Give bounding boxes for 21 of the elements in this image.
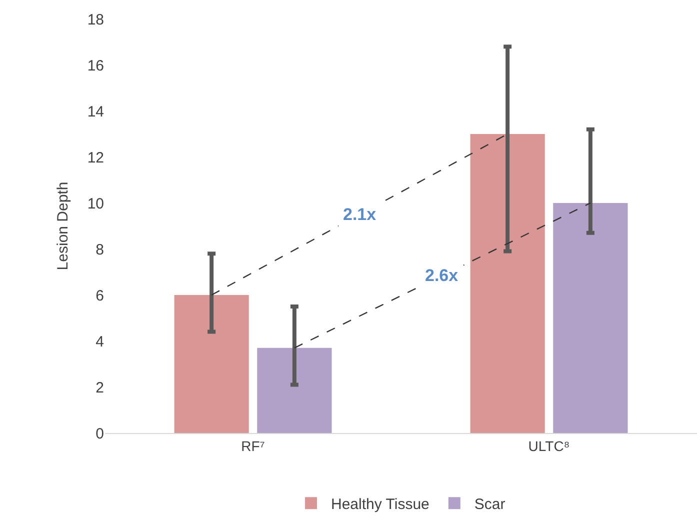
bar [470,134,545,433]
y-axis-title: Lesion Depth [54,182,72,270]
bar [257,348,332,433]
legend-label: Scar [474,496,506,513]
y-tick-label: 6 [96,287,104,304]
annotation: 2.6x [425,266,459,285]
legend-label: Healthy Tissue [331,496,430,513]
y-tick-label: 12 [87,149,104,166]
x-tick-label: ULTC⁸ [528,438,570,454]
y-tick-label: 0 [96,425,104,442]
y-tick-label: 16 [87,57,104,74]
y-tick-label: 4 [96,333,104,350]
y-tick-label: 18 [87,11,104,28]
bar [174,295,249,433]
y-tick-label: 10 [87,195,104,212]
y-tick-label: 8 [96,241,104,258]
y-tick-label: 2 [96,379,104,396]
bar [553,203,628,433]
x-tick-label: RF⁷ [241,438,265,454]
y-tick-label: 14 [87,103,104,120]
annotation: 2.1x [343,205,377,224]
